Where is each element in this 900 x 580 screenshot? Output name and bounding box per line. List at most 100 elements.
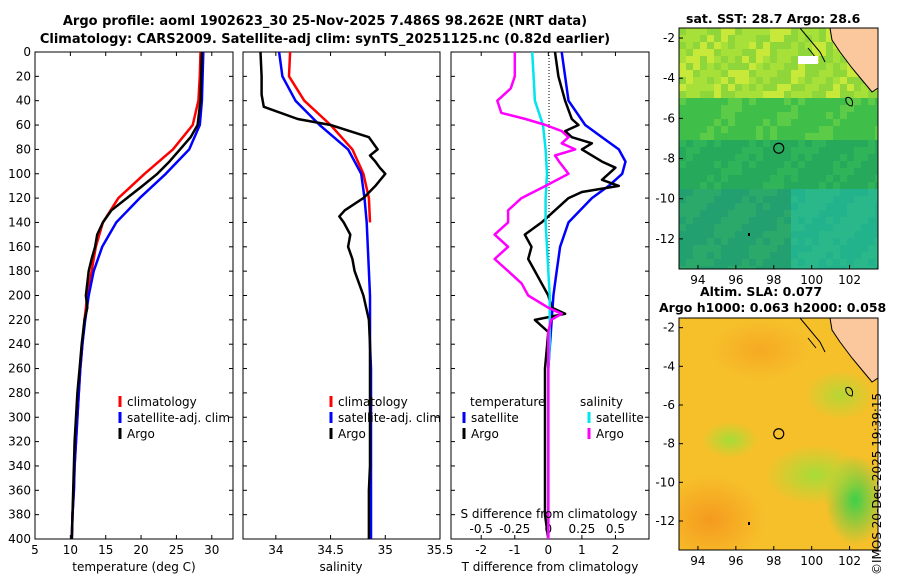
sst-cell <box>826 161 834 169</box>
sst-cell <box>847 182 855 190</box>
sst-cell <box>819 175 827 183</box>
sst-cell <box>777 154 785 162</box>
sst-cell <box>840 224 848 232</box>
sst-cell <box>791 259 799 267</box>
depth-tick-label: 220 <box>8 313 31 327</box>
x-tick-label: 0 <box>545 543 553 557</box>
sst-cell <box>770 175 778 183</box>
sst-cell <box>819 231 827 239</box>
legend-label-s-satellite: satellite <box>596 411 644 425</box>
sst-cell <box>847 224 855 232</box>
sst-cell <box>721 91 729 99</box>
sst-cell <box>777 147 785 155</box>
sst-cell <box>749 56 757 64</box>
sst-cell <box>861 203 869 211</box>
depth-tick-label: 340 <box>8 459 31 473</box>
sst-cell <box>833 238 841 246</box>
sst-cell <box>770 217 778 225</box>
sst-cell <box>819 210 827 218</box>
sst-cell <box>861 245 869 253</box>
sst-cell <box>721 224 729 232</box>
sst-cell <box>805 77 813 85</box>
sst-cell <box>707 63 715 71</box>
sst-cell <box>756 84 764 92</box>
sst-cell <box>812 217 820 225</box>
sst-cell <box>749 42 757 50</box>
sst-cell <box>777 196 785 204</box>
sst-cell <box>707 189 715 197</box>
sst-cell <box>693 238 701 246</box>
sst-cell <box>749 28 757 36</box>
sst-cell <box>742 140 750 148</box>
sst-cell <box>847 266 855 269</box>
sst-cell <box>707 217 715 225</box>
sst-cell <box>707 119 715 127</box>
sst-cell <box>700 245 708 253</box>
sla-argo-marker <box>773 428 785 440</box>
sst-cell <box>679 154 687 162</box>
sst-cell <box>868 210 876 218</box>
sst-cell <box>707 224 715 232</box>
x-tick-label: 34 <box>268 543 283 557</box>
sla-map-title: Altim. SLA: 0.077 <box>700 284 823 299</box>
sst-cell <box>854 105 862 113</box>
sst-cell <box>819 35 827 43</box>
lat-tick-label: -12 <box>655 514 675 528</box>
sst-cell <box>868 259 876 267</box>
legend-label-satellite: satellite-adj. clim <box>338 411 441 425</box>
sst-cell <box>770 210 778 218</box>
sst-cell <box>756 189 764 197</box>
sst-cell <box>868 91 876 99</box>
sst-cell <box>749 266 757 269</box>
sst-cell <box>707 231 715 239</box>
sst-cell <box>763 175 771 183</box>
lat-tick-label: -2 <box>663 321 675 335</box>
lat-tick-label: -4 <box>663 359 675 373</box>
sst-cell <box>749 112 757 120</box>
sst-cell <box>749 217 757 225</box>
sst-cell <box>693 252 701 260</box>
sst-cell <box>742 91 750 99</box>
sst-cell <box>847 112 855 120</box>
sst-cell <box>833 168 841 176</box>
sst-cell <box>798 182 806 190</box>
salinity-panel-frame <box>242 51 441 540</box>
sst-cell <box>854 210 862 218</box>
depth-tick-label: 120 <box>8 191 31 205</box>
sst-cell <box>784 210 792 218</box>
depth-tick-label: 180 <box>8 264 31 278</box>
sst-cell <box>875 266 878 269</box>
sst-cell <box>798 91 806 99</box>
sla-warm-blob <box>710 320 810 380</box>
sst-cell <box>700 252 708 260</box>
sst-cell <box>728 154 736 162</box>
sst-cell <box>693 42 701 50</box>
sst-cell <box>868 203 876 211</box>
sst-cell <box>805 105 813 113</box>
sst-cell <box>728 196 736 204</box>
sst-cell <box>707 105 715 113</box>
sst-map-frame <box>678 27 879 270</box>
sst-cell <box>798 224 806 232</box>
sst-cell <box>728 119 736 127</box>
sst-cell <box>763 189 771 197</box>
sst-cell <box>742 154 750 162</box>
sst-cell <box>728 98 736 106</box>
sst-cell <box>805 245 813 253</box>
sst-cell <box>728 35 736 43</box>
sst-cell <box>763 133 771 141</box>
sst-cell <box>868 182 876 190</box>
sst-cell <box>798 175 806 183</box>
depth-tick-label: 320 <box>8 435 31 449</box>
sst-cell <box>693 189 701 197</box>
sst-cell <box>763 112 771 120</box>
figure-title-line1: Argo profile: aoml 1902623_30 25-Nov-202… <box>62 14 588 29</box>
sst-cell <box>805 133 813 141</box>
sst-cell <box>700 238 708 246</box>
sst-cell <box>833 231 841 239</box>
sst-cell <box>784 175 792 183</box>
sst-cell <box>854 147 862 155</box>
sst-cell <box>798 70 806 78</box>
sst-cell <box>868 105 876 113</box>
sst-cell <box>833 105 841 113</box>
